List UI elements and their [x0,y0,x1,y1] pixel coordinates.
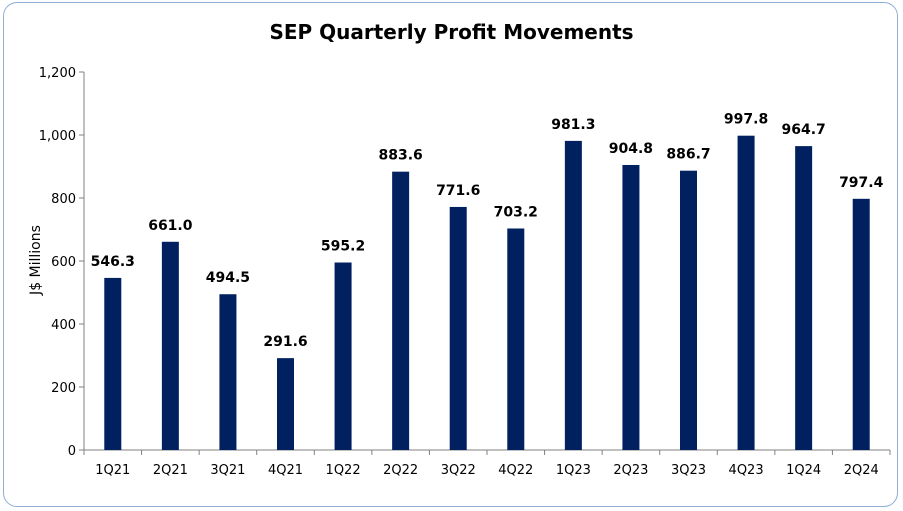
x-tick-label: 4Q21 [268,463,303,478]
y-tick-label: 1,200 [39,66,76,81]
y-tick-label: 800 [51,192,76,207]
x-tick-label: 2Q24 [844,463,879,478]
x-tick-label: 1Q23 [556,463,591,478]
data-label: 771.6 [436,183,480,199]
y-tick-label: 600 [51,255,76,270]
axes: 0 200 400 600 800 1,000 1,200 1Q21 2Q21 3Q21 4Q21 1… [39,66,891,478]
y-tick-label: 0 [68,444,76,459]
data-label: 904.8 [609,141,653,157]
data-label: 997.8 [724,112,768,128]
x-tick-label: 2Q23 [613,463,648,478]
data-label: 494.5 [206,270,250,286]
bar [334,262,352,450]
y-tick-label: 200 [51,381,76,396]
data-label: 291.6 [263,334,307,350]
bar [680,170,697,450]
data-label: 797.4 [839,175,884,191]
x-tick-label: 1Q22 [326,463,361,478]
bar [392,171,410,450]
x-tick-label: 3Q21 [210,463,245,478]
bar [104,277,122,450]
x-tick-label: 4Q22 [498,463,533,478]
bar [449,206,467,450]
x-tick-label: 1Q24 [786,463,821,478]
x-tick-label: 3Q22 [441,463,476,478]
data-label: 883.6 [378,148,422,164]
bar [852,198,870,450]
chart-title: SEP Quarterly Profit Movements [269,20,634,44]
bar [161,241,179,450]
bars [104,135,870,450]
x-tick-label: 2Q21 [153,463,188,478]
x-tick-label: 3Q23 [671,463,706,478]
data-label: 595.2 [321,239,365,255]
data-label: 981.3 [551,117,595,133]
y-tick-label: 400 [51,318,76,333]
bar [737,135,755,450]
x-tick-label: 4Q23 [729,463,764,478]
bar [507,228,525,450]
data-label: 546.3 [91,254,135,270]
data-label: 964.7 [781,122,825,138]
bar [219,294,237,450]
x-tick-label: 2Q22 [383,463,418,478]
bar [795,146,813,450]
data-label: 661.0 [148,218,193,234]
data-label: 886.7 [666,147,710,163]
bar [277,358,294,450]
data-labels: 546.3 661.0 494.5 291.6 595.2 883.6 771.6 703.2… [91,112,884,350]
x-tick-label: 1Q21 [95,463,130,478]
y-tick-label: 1,000 [39,129,76,144]
bar [564,140,582,450]
bar [622,164,640,450]
data-label: 703.2 [494,204,538,220]
